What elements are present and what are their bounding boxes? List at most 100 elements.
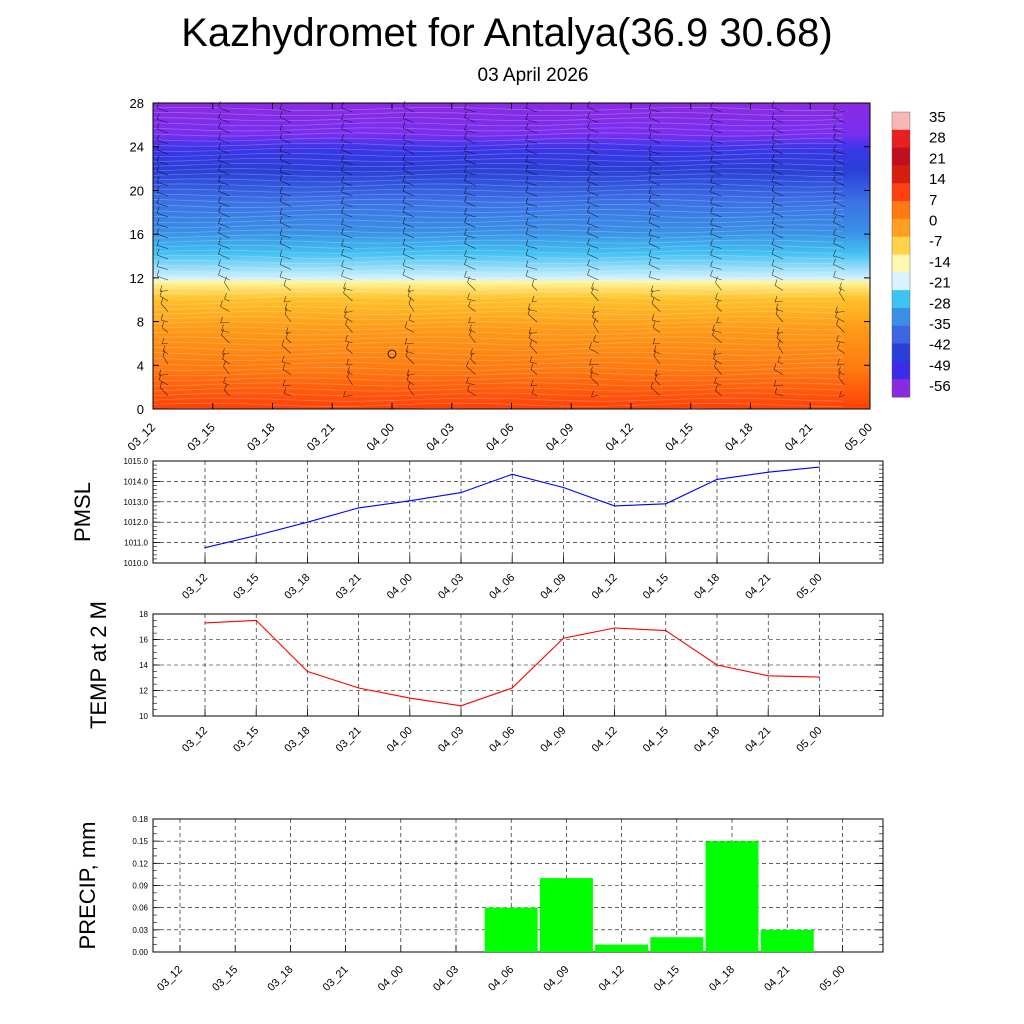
contour-line: [152, 127, 844, 132]
wind-barb-flag: [156, 218, 160, 225]
data-point: [665, 503, 667, 505]
contour-line: [152, 203, 844, 208]
wind-barb: [156, 191, 169, 197]
y-tick-label: 18: [139, 610, 148, 619]
wind-barb-flag: [464, 186, 467, 194]
wind-barb-flag: [531, 279, 535, 286]
wind-barb: [771, 181, 784, 186]
data-bar: [760, 929, 814, 952]
wind-barb-flag: [525, 134, 529, 141]
wind-barb-flag: [218, 154, 221, 161]
wind-barb: [593, 324, 599, 333]
y-tick-label: 1011.0: [124, 539, 148, 548]
x-tick-label: 03_15: [184, 420, 218, 454]
wind-barb: [218, 253, 230, 260]
wind-barb-flag: [282, 363, 286, 370]
wind-barb: [341, 245, 353, 249]
x-tick-label: 05_00: [842, 420, 876, 454]
wind-barb-flag: [402, 184, 406, 192]
wind-barb-flag: [590, 366, 593, 373]
contour-line: [152, 265, 844, 270]
wind-barb-flag: [587, 259, 590, 266]
wind-barb: [833, 129, 845, 134]
wind-barb-flag: [344, 310, 347, 318]
contour-line: [152, 158, 844, 162]
wind-barb: [279, 171, 292, 176]
wind-barb-flag: [710, 260, 713, 267]
wind-barb-flag: [531, 387, 535, 394]
wind-barb-flag: [654, 373, 658, 381]
wind-barb: [279, 243, 292, 249]
contour-line: [152, 290, 844, 295]
chart-title: Kazhydromet for Antalya(36.9 30.68): [181, 11, 833, 55]
wind-barb: [710, 233, 722, 239]
colorbar-label: -28: [929, 295, 951, 312]
wind-barb-flag: [284, 303, 288, 310]
wind-barb-flag: [587, 184, 590, 192]
wind-barb: [525, 128, 538, 134]
x-tick-label: 04_21: [743, 725, 773, 755]
wind-barb-flag: [405, 349, 409, 357]
wind-barb-flag: [592, 306, 595, 313]
x-tick-label: 04_00: [364, 420, 398, 454]
wind-barb-flag: [161, 337, 165, 345]
x-tick-label: 04_18: [707, 964, 737, 994]
wind-barb: [156, 161, 169, 165]
wind-barb-flag: [402, 268, 406, 276]
wind-barb-flag: [222, 348, 225, 355]
wind-barb-flag: [224, 276, 227, 283]
wind-barb-flag: [402, 175, 406, 182]
data-point: [460, 705, 462, 707]
data-point: [716, 664, 718, 666]
wind-barb: [710, 203, 722, 207]
wind-barb-flag: [771, 205, 775, 213]
colorbar-label: -35: [929, 316, 951, 333]
wind-barb-flag: [279, 207, 283, 215]
wind-barb-flag: [839, 282, 842, 289]
wind-barb-flag: [771, 100, 775, 108]
wind-barb-flag: [218, 205, 221, 213]
vertical-section-chart: 0 4 8 12 16 20 24 28 03_12 03_15 03_18 03_21 04_00 04…: [125, 96, 876, 454]
wind-barb-flag: [525, 239, 529, 246]
wind-barb: [279, 180, 292, 186]
wind-barb-flag: [405, 345, 409, 352]
colorbar-swatch: [892, 343, 910, 362]
wind-barb-flag: [402, 217, 406, 224]
wind-barb: [344, 316, 353, 323]
wind-barb: [592, 316, 599, 323]
wind-barb-flag: [771, 217, 775, 224]
wind-barb-flag: [648, 102, 652, 110]
contour-line: [152, 244, 844, 249]
x-tick-label: 04_15: [641, 725, 671, 755]
data-point: [255, 534, 257, 537]
wind-barb: [156, 233, 169, 239]
contour-line: [152, 198, 844, 203]
wind-barb-flag: [156, 206, 160, 214]
wind-barb: [654, 374, 661, 376]
wind-barb-flag: [464, 270, 467, 278]
wind-barb-flag: [402, 133, 406, 140]
x-tick-label: 04_06: [486, 964, 516, 994]
wind-barb-flag: [281, 355, 285, 363]
wind-barb-flag: [341, 239, 344, 246]
wind-barb-flag: [402, 247, 406, 255]
wind-barb-flag: [710, 164, 713, 172]
wind-barb: [156, 170, 169, 176]
wind-barb-flag: [218, 259, 221, 266]
colorbar-label: 21: [929, 150, 946, 167]
y-tick-label: 0: [137, 402, 144, 417]
x-tick-label: 04_12: [590, 725, 620, 755]
wind-barb-flag: [283, 279, 287, 286]
wind-barb: [525, 182, 538, 186]
wind-barb-flag: [776, 327, 780, 334]
wind-barb: [402, 211, 415, 218]
x-tick-label: 04_00: [385, 725, 415, 755]
wind-barb-flag: [218, 247, 221, 255]
wind-barb-flag: [525, 113, 529, 120]
wind-barb: [346, 348, 353, 354]
wind-barb-flag: [715, 292, 718, 300]
colorbar-swatch: [892, 379, 910, 398]
wind-barb-flag: [464, 258, 467, 265]
wind-barb-flag: [833, 228, 836, 236]
wind-barb: [218, 274, 230, 281]
